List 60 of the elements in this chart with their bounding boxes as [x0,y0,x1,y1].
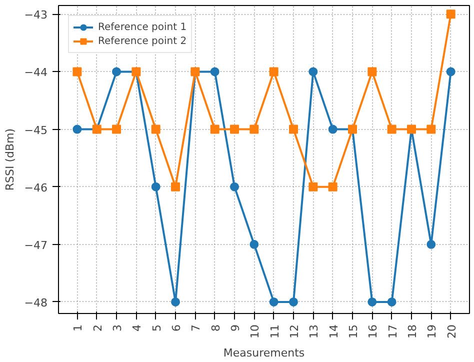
x-tick-label: 18 [406,324,419,338]
x-tick-label: 6 [170,324,184,332]
x-axis-title: Measurements [223,346,305,360]
x-tick-label: 9 [229,324,242,332]
x-tick-label: 5 [150,324,164,332]
x-tick-label: 3 [111,324,124,332]
point [289,124,298,134]
point [308,182,318,192]
x-tick-label: 15 [346,324,360,338]
point [426,240,436,249]
point [328,182,338,192]
x-tick-label: 10 [248,324,262,338]
legend-label: Reference point 2 [98,36,187,46]
point [368,297,377,306]
x-tick-label: 13 [308,324,321,338]
point [171,182,180,192]
point [112,67,122,76]
x-tick-label: 2 [91,324,104,332]
x-tick-label: 19 [426,324,439,338]
point [72,67,82,76]
point [230,182,239,192]
point [426,124,436,134]
y-tick-label: −46 [24,181,48,194]
legend-label: Reference point 1 [98,22,187,32]
y-tick-label: −45 [24,124,48,137]
point [387,124,396,134]
point [446,10,456,19]
x-tick-label: 4 [130,324,144,332]
x-tick-label: 20 [445,324,458,338]
x-tick-label: 8 [209,324,222,332]
point [151,182,160,192]
x-tick-label: 12 [288,324,301,338]
x-tick-label: 7 [190,324,203,332]
x-tick-label: 1 [72,324,85,332]
point [446,67,456,76]
point [289,297,298,306]
x-tick-label: 17 [386,324,400,338]
point [250,240,259,249]
point [250,124,259,134]
x-tick-label: 14 [327,324,340,338]
y-tick-label: −44 [24,66,48,80]
point [308,67,318,76]
x-tick-label: 11 [268,324,282,338]
x-tick-label: 16 [366,324,380,338]
y-tick-label: −43 [24,8,48,22]
point [171,297,180,306]
point [269,67,278,76]
point [210,124,220,134]
point [328,124,338,134]
y-tick-label: −47 [24,238,48,252]
point [112,124,122,134]
point [269,297,278,306]
point [210,67,220,76]
point [72,124,82,134]
point [387,297,396,306]
point [230,124,239,134]
point [368,67,377,76]
y-tick-label: −48 [24,296,48,310]
y-axis-title: RSSI (dBm) [3,128,16,191]
point [151,124,160,134]
